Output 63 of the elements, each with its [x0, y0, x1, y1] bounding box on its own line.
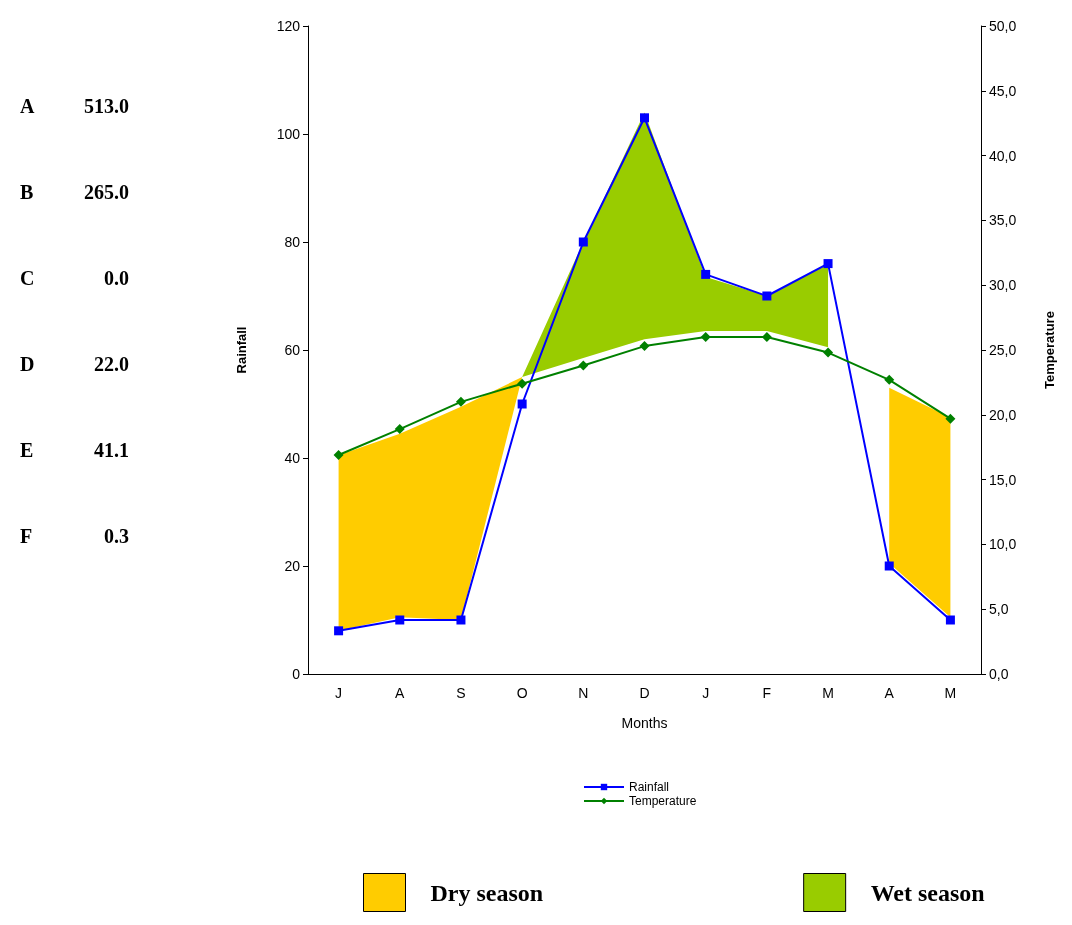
y-tick-label: 120 — [276, 18, 301, 34]
y2-tick-label: 15,0 — [989, 471, 1017, 488]
point — [517, 399, 527, 409]
point — [945, 615, 955, 625]
text: D 22.0 — [20, 353, 129, 375]
y2-tick-label: 5,0 — [989, 601, 1009, 618]
point — [640, 113, 649, 123]
point — [701, 269, 711, 279]
y2-axis-title: Temperature — [1042, 311, 1057, 389]
text: A 513.0 — [20, 95, 129, 117]
y-tick-label: 60 — [284, 342, 301, 358]
x-tick-label: M — [944, 685, 957, 701]
x-tick-label: J — [702, 685, 710, 701]
x-tick-label: J — [335, 685, 343, 701]
y2-tick-label: 20,0 — [989, 406, 1017, 423]
text: B 265.0 — [20, 181, 129, 203]
point — [884, 374, 895, 385]
point — [823, 347, 834, 358]
y-axis-title: Rainfall — [234, 326, 249, 374]
point — [578, 237, 588, 247]
y2-tick-label: 0,0 — [989, 666, 1009, 682]
point — [333, 449, 344, 460]
point — [578, 360, 589, 371]
y-tick-label: 80 — [284, 234, 301, 250]
point — [884, 561, 894, 571]
point — [456, 615, 466, 625]
y2-tick-label: 40,0 — [989, 147, 1017, 164]
y-tick-label: 0 — [292, 666, 301, 682]
point — [394, 424, 405, 435]
y-tick-label: 40 — [284, 450, 301, 466]
y2-tick-label: 45,0 — [989, 82, 1017, 99]
x-tick-label: F — [762, 685, 772, 701]
point — [334, 626, 344, 636]
y2-tick-label: 10,0 — [989, 536, 1017, 553]
y2-tick-label: 30,0 — [989, 277, 1017, 294]
y2-tick-label: 50,0 — [989, 18, 1017, 34]
point — [700, 332, 711, 343]
point — [639, 341, 650, 352]
point — [945, 413, 956, 424]
y2-tick-label: 35,0 — [989, 212, 1017, 229]
text: E 41.1 — [20, 439, 129, 461]
x-tick-label: N — [578, 685, 589, 701]
x-tick-label: D — [639, 685, 650, 701]
text: C 0.0 — [20, 267, 129, 289]
point — [762, 291, 772, 301]
text: F 0.3 — [20, 525, 129, 547]
x-tick-label: O — [516, 685, 528, 701]
point — [517, 378, 528, 389]
point — [455, 396, 466, 407]
y-tick-label: 100 — [276, 126, 301, 142]
legend-label: Rainfall — [629, 780, 670, 794]
point — [395, 615, 405, 625]
point — [823, 259, 833, 269]
x-tick-label: A — [395, 685, 406, 701]
legend-label: Temperature — [629, 794, 697, 808]
x-tick-label: M — [822, 685, 834, 701]
legend-label: Dry season — [430, 879, 544, 906]
legend-label: Wet season — [870, 879, 985, 906]
x-axis-title: Months — [621, 715, 668, 731]
y2-tick-label: 25,0 — [989, 342, 1017, 358]
x-tick-label: A — [884, 685, 895, 701]
y-tick-label: 20 — [284, 558, 301, 574]
x-tick-label: S — [456, 685, 466, 701]
